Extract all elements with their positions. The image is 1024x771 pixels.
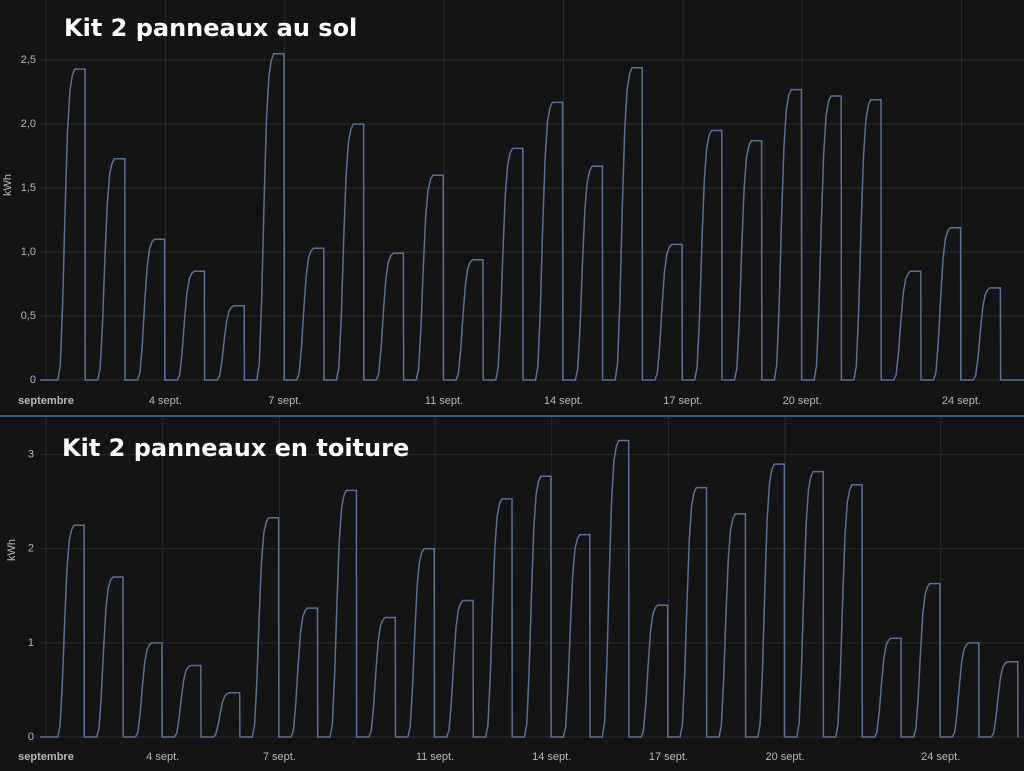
daily-energy <box>444 258 484 381</box>
y-tick-label: 1,0 <box>21 246 36 258</box>
daily-energy <box>483 147 524 381</box>
x-tick-label: 20 sept. <box>766 751 805 763</box>
daily-energy <box>722 139 763 381</box>
y-tick-label: 2 <box>28 543 34 555</box>
daily-energy <box>125 238 166 381</box>
daily-energy <box>707 513 747 738</box>
x-tick-label: 11 sept. <box>416 751 454 763</box>
x-tick-label: 14 sept. <box>544 395 583 407</box>
y-tick-label: 2,5 <box>21 54 36 66</box>
daily-energy <box>162 664 202 738</box>
y-axis-label: kWh <box>2 174 14 196</box>
daily-energy <box>746 463 786 738</box>
daily-energy <box>85 157 126 381</box>
daily-energy <box>590 439 630 738</box>
x-tick-label: septembre <box>18 395 74 407</box>
y-tick-label: 0 <box>28 731 34 743</box>
daily-energy <box>785 470 825 738</box>
daily-energy <box>961 287 1002 381</box>
daily-energy <box>842 99 882 381</box>
daily-energy <box>979 660 1019 738</box>
x-tick-label: septembre <box>18 751 74 763</box>
daily-energy <box>324 123 365 381</box>
y-tick-label: 0 <box>30 374 36 386</box>
daily-energy <box>668 486 708 738</box>
daily-energy <box>318 489 358 738</box>
x-tick-label: 4 sept. <box>149 395 182 407</box>
daily-energy <box>240 516 280 738</box>
daily-energy <box>563 165 604 381</box>
x-tick-label: 7 sept. <box>268 395 301 407</box>
daily-energy <box>279 607 319 738</box>
daily-energy <box>921 226 962 381</box>
x-tick-label: 11 sept. <box>425 395 463 407</box>
daily-energy <box>551 533 591 738</box>
x-tick-label: 17 sept. <box>663 395 702 407</box>
daily-energy <box>940 642 980 738</box>
x-tick-label: 17 sept. <box>649 751 688 763</box>
daily-energy <box>881 270 922 381</box>
daily-energy <box>165 270 206 381</box>
chart-title: Kit 2 panneaux au sol <box>64 14 357 42</box>
daily-energy <box>762 88 803 381</box>
x-tick-label: 24 sept. <box>942 395 981 407</box>
daily-energy <box>364 252 405 381</box>
daily-energy <box>629 604 669 738</box>
daily-energy <box>473 498 513 738</box>
x-tick-label: 24 sept. <box>921 751 960 763</box>
daily-energy <box>404 174 445 381</box>
daily-energy <box>523 101 564 381</box>
daily-energy <box>512 475 552 738</box>
daily-energy <box>46 68 86 381</box>
y-tick-label: 1,5 <box>21 182 36 194</box>
y-tick-label: 2,0 <box>21 118 36 130</box>
y-tick-label: 1 <box>28 637 34 649</box>
daily-energy <box>46 524 86 738</box>
chart-title: Kit 2 panneaux en toiture <box>62 434 409 462</box>
daily-energy <box>603 67 644 381</box>
daily-energy <box>284 247 325 381</box>
x-tick-label: 14 sept. <box>532 751 571 763</box>
daily-energy <box>643 243 683 381</box>
y-tick-label: 3 <box>28 449 34 461</box>
daily-energy <box>862 637 902 738</box>
daily-energy <box>435 599 475 738</box>
daily-energy <box>824 484 864 738</box>
x-tick-label: 4 sept. <box>146 751 179 763</box>
x-tick-label: 20 sept. <box>783 395 822 407</box>
daily-energy <box>396 548 436 738</box>
y-tick-label: 0,5 <box>21 310 36 322</box>
y-axis-label: kWh <box>6 539 18 561</box>
daily-energy <box>205 305 246 381</box>
daily-energy <box>84 576 124 738</box>
x-tick-label: 7 sept. <box>263 751 296 763</box>
daily-energy <box>201 692 241 738</box>
daily-energy <box>682 129 723 381</box>
daily-energy <box>901 582 941 738</box>
daily-energy <box>802 95 843 381</box>
daily-energy <box>245 52 285 381</box>
daily-energy <box>357 616 397 738</box>
daily-energy <box>123 642 163 738</box>
